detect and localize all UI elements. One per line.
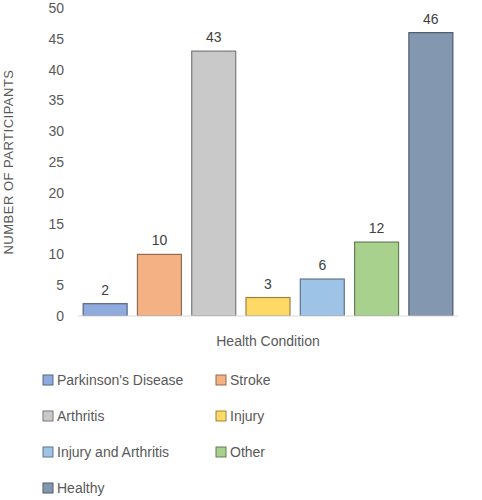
bar	[409, 33, 453, 316]
data-label: 6	[318, 257, 326, 273]
legend-label: Healthy	[57, 480, 104, 496]
y-tick-label: 50	[48, 0, 64, 16]
legend-swatch	[43, 483, 53, 493]
y-tick-label: 5	[56, 277, 64, 293]
bars	[83, 33, 453, 316]
legend-label: Parkinson's Disease	[57, 372, 184, 388]
x-axis-line	[78, 316, 458, 317]
y-tick-label: 10	[48, 246, 64, 262]
legend: Parkinson's Disease Stroke Arthritis Injury…	[43, 372, 271, 496]
data-label: 2	[101, 282, 109, 298]
bar	[83, 304, 127, 316]
legend-label: Other	[230, 444, 265, 460]
legend-label: Injury	[230, 408, 264, 424]
bar	[246, 298, 290, 316]
legend-swatch	[43, 447, 53, 457]
y-tick-label: 35	[48, 92, 64, 108]
bar	[192, 51, 236, 316]
chart-svg: 0 5 10 15 20 25 30 35 40 45 50 NUMBER OF PARTICIPAN…	[0, 0, 482, 500]
legend-swatch	[216, 447, 226, 457]
legend-swatch	[216, 411, 226, 421]
y-tick-label: 30	[48, 123, 64, 139]
y-tick-label: 0	[56, 308, 64, 324]
legend-label: Injury and Arthritis	[57, 444, 169, 460]
x-axis-title: Health Condition	[216, 333, 320, 349]
bar	[137, 254, 181, 316]
bar	[300, 279, 344, 316]
data-label: 46	[423, 11, 439, 27]
legend-swatch	[216, 375, 226, 385]
chart-container: 0 5 10 15 20 25 30 35 40 45 50 NUMBER OF PARTICIPAN…	[0, 0, 482, 500]
y-tick-label: 20	[48, 185, 64, 201]
data-label: 10	[152, 232, 168, 248]
data-label: 3	[264, 276, 272, 292]
legend-swatch	[43, 411, 53, 421]
legend-swatch	[43, 375, 53, 385]
data-label: 12	[369, 220, 385, 236]
bar	[355, 242, 399, 316]
data-label: 43	[206, 29, 222, 45]
y-tick-label: 40	[48, 62, 64, 78]
y-tick-label: 45	[48, 31, 64, 47]
y-tick-label: 15	[48, 216, 64, 232]
y-axis-title: NUMBER OF PARTICIPANTS	[1, 69, 16, 254]
legend-label: Stroke	[230, 372, 271, 388]
y-tick-label: 25	[48, 154, 64, 170]
legend-label: Arthritis	[57, 408, 104, 424]
